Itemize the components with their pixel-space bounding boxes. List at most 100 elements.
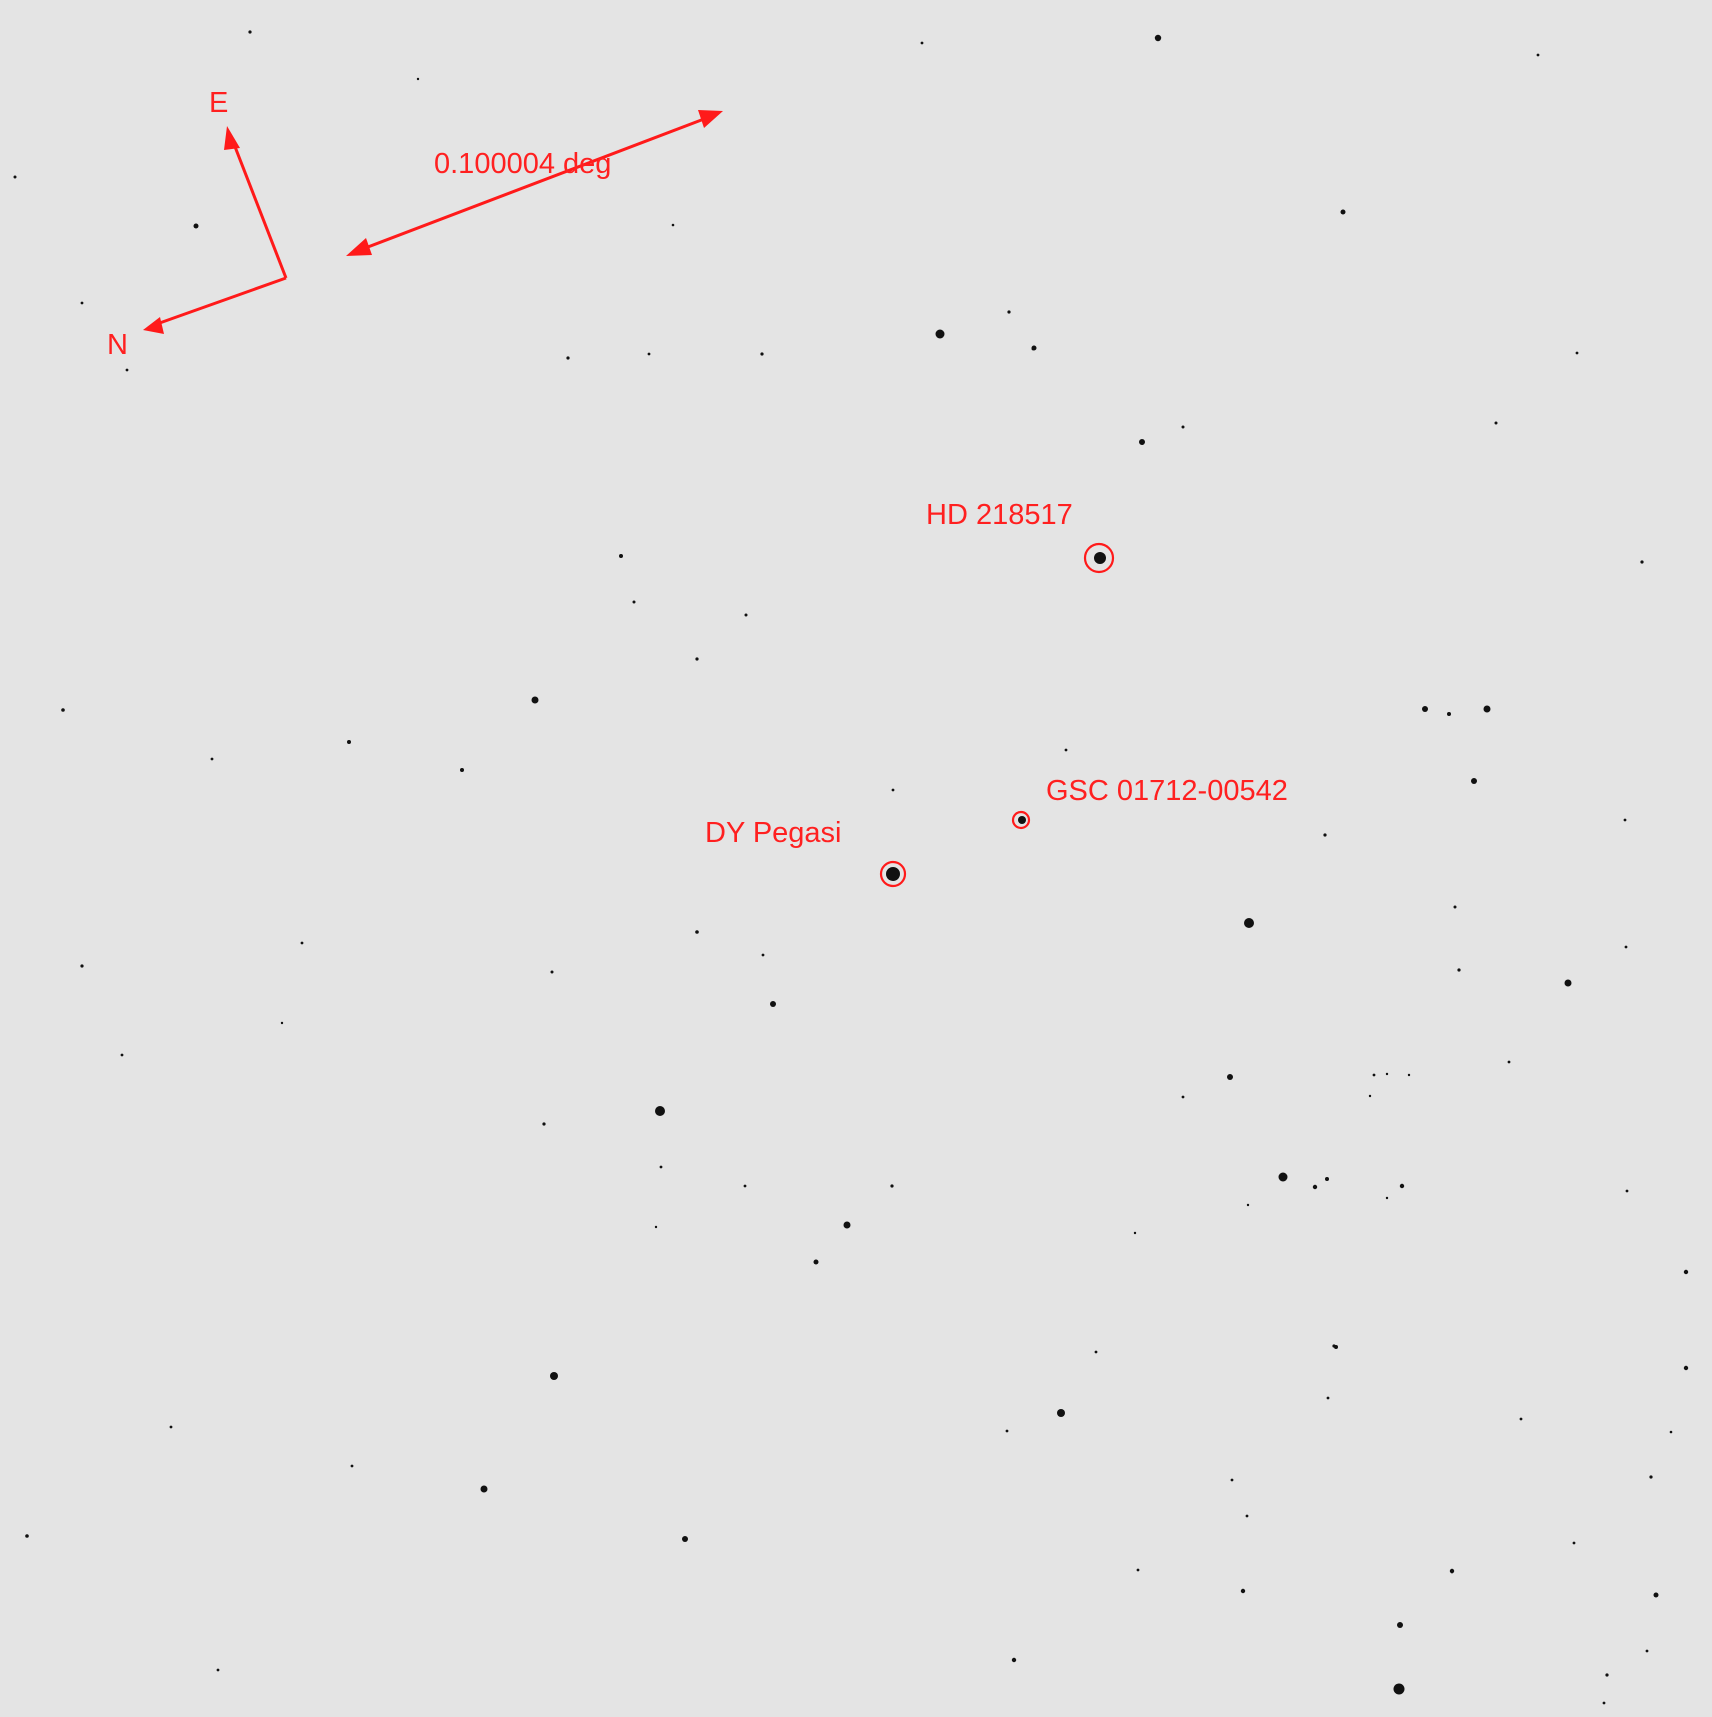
star xyxy=(1278,1172,1288,1182)
star xyxy=(890,1184,894,1188)
star xyxy=(1246,1203,1250,1207)
scale-bar-line xyxy=(359,117,705,252)
star xyxy=(1494,421,1498,425)
scale-bar-left-head xyxy=(346,238,372,256)
star xyxy=(655,1106,665,1116)
star xyxy=(566,356,570,360)
scale-bar-right-head xyxy=(698,110,723,128)
star xyxy=(1575,351,1579,355)
north-label: N xyxy=(107,329,128,361)
star xyxy=(1683,1365,1689,1371)
star xyxy=(1326,1396,1330,1400)
north-arrow-line xyxy=(153,276,287,327)
star xyxy=(659,1165,663,1169)
gsc-01712-00542-marker xyxy=(1011,810,1031,830)
star xyxy=(1011,1657,1017,1663)
star xyxy=(1683,1269,1689,1275)
hd-218517-marker xyxy=(1083,542,1115,574)
star xyxy=(350,1464,354,1468)
east-label: E xyxy=(209,87,228,119)
star xyxy=(632,600,636,604)
star xyxy=(1450,1570,1454,1574)
target-gsc-01712-00542: GSC 01712-00542 xyxy=(1011,775,1288,830)
star xyxy=(1368,1094,1372,1098)
star xyxy=(760,352,764,356)
star xyxy=(1519,1417,1523,1421)
star xyxy=(744,613,748,617)
east-arrow-line xyxy=(230,138,288,279)
star xyxy=(1649,1475,1653,1479)
star xyxy=(193,223,199,229)
star xyxy=(1181,1095,1185,1099)
gsc-01712-00542-star xyxy=(1018,816,1026,824)
star xyxy=(813,1259,819,1265)
star xyxy=(248,30,252,34)
star xyxy=(120,1053,124,1057)
star xyxy=(1227,1074,1233,1080)
star xyxy=(935,329,945,339)
star xyxy=(1640,560,1644,564)
star xyxy=(1623,818,1627,822)
star xyxy=(1332,1344,1336,1348)
star xyxy=(1605,1673,1609,1677)
star xyxy=(671,223,675,227)
star xyxy=(1340,209,1346,215)
star xyxy=(647,352,651,356)
dy-pegasi-star xyxy=(886,867,900,881)
star xyxy=(1507,1060,1511,1064)
star xyxy=(1399,1183,1405,1189)
star xyxy=(1325,1177,1329,1181)
compass: E N xyxy=(107,87,288,361)
scale-bar: 0.100004 deg xyxy=(346,110,723,256)
star xyxy=(1471,778,1477,784)
star xyxy=(743,1184,747,1188)
star xyxy=(25,1534,29,1538)
star xyxy=(125,368,129,372)
star xyxy=(1645,1649,1649,1653)
star xyxy=(542,1122,546,1126)
star xyxy=(1372,1073,1376,1077)
star xyxy=(1133,1231,1137,1235)
star xyxy=(1669,1430,1673,1434)
star xyxy=(654,1225,658,1229)
star xyxy=(1007,310,1011,314)
star xyxy=(1602,1701,1606,1705)
star xyxy=(347,740,351,744)
star xyxy=(80,964,84,968)
star xyxy=(1136,1568,1140,1572)
star xyxy=(1397,1622,1403,1628)
star xyxy=(1407,1073,1411,1077)
star xyxy=(1572,1541,1576,1545)
star-field xyxy=(13,30,1689,1705)
star xyxy=(80,301,84,305)
target-dy-pegasi: DY Pegasi xyxy=(705,817,907,888)
star xyxy=(1457,968,1461,972)
star xyxy=(770,1001,776,1007)
star xyxy=(480,1485,488,1493)
scale-bar-label: 0.100004 deg xyxy=(434,148,611,180)
star xyxy=(300,941,304,945)
star xyxy=(1385,1196,1389,1200)
star xyxy=(682,1536,688,1542)
star xyxy=(1624,945,1628,949)
star xyxy=(1094,1350,1098,1354)
star xyxy=(1323,833,1327,837)
east-arrow-head xyxy=(224,126,240,150)
dy-pegasi-marker xyxy=(879,860,907,888)
star xyxy=(1240,1588,1246,1594)
star xyxy=(843,1221,851,1229)
gsc-01712-00542-label: GSC 01712-00542 xyxy=(1046,775,1288,807)
star xyxy=(695,657,699,661)
star xyxy=(695,930,699,934)
star xyxy=(216,1668,220,1672)
star xyxy=(1653,1592,1659,1598)
star xyxy=(1245,1514,1249,1518)
star xyxy=(1244,918,1254,928)
star xyxy=(1447,712,1451,716)
star xyxy=(13,175,17,179)
star xyxy=(1453,905,1457,909)
star xyxy=(1064,748,1068,752)
star xyxy=(619,554,623,558)
